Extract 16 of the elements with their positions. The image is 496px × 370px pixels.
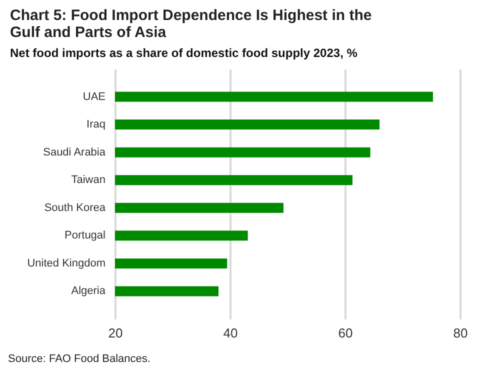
text: Gulf and Parts of Asia: [10, 24, 166, 41]
x-tick-label: 60: [338, 326, 353, 340]
y-tick-label: Iraq: [86, 118, 106, 131]
y-tick-label: UAE: [82, 90, 106, 103]
y-tick-label: Portugal: [64, 230, 106, 242]
source-note: Source: FAO Food Balances.: [8, 353, 150, 365]
y-tick-label: United Kingdom: [27, 257, 106, 270]
chart-subtitle: Net food imports as a share of domestic food supply 2023, %: [10, 46, 358, 60]
y-tick-label: Taiwan: [71, 174, 106, 186]
x-tick-label: 40: [223, 326, 238, 340]
y-tick-label: Saudi Arabia: [43, 146, 106, 158]
text: Chart 5: Food Import Dependence Is Highest in the: [10, 7, 372, 24]
x-tick-label: 80: [453, 326, 468, 340]
y-tick-label: South Korea: [44, 202, 106, 214]
x-tick-label: 20: [108, 326, 123, 340]
y-tick-label: Algeria: [71, 285, 106, 298]
